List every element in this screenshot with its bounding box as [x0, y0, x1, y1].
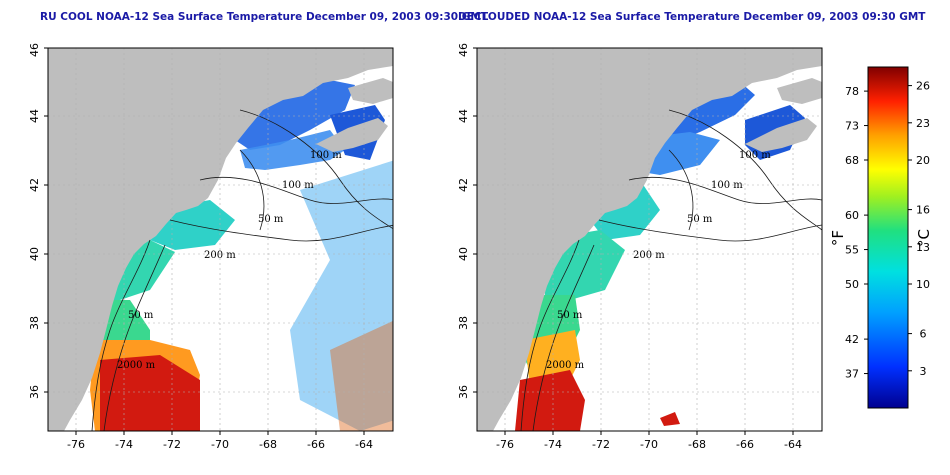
- left-lon-tick-70: -70: [211, 438, 229, 451]
- left-grid: [48, 48, 393, 431]
- right-lat-axis: 36 38 40 42 44 46: [457, 43, 477, 399]
- left-lat-tick-44: 44: [28, 109, 41, 123]
- right-lon-tick-68: -68: [688, 438, 706, 451]
- left-lat-tick-46: 46: [28, 43, 41, 57]
- right-lon-axis: -76 -74 -72 -70 -68 -66 -64: [496, 431, 802, 451]
- right-lat-tick-46: 46: [457, 43, 470, 57]
- celsius-tick-label: 16: [916, 204, 930, 217]
- right-lat-tick-42: 42: [457, 178, 470, 192]
- fahrenheit-tick-label: 73: [845, 120, 859, 133]
- celsius-tick-label: 6: [920, 328, 927, 341]
- fahrenheit-tick-label: 55: [845, 244, 859, 257]
- celsius-tick-label: 13: [916, 241, 930, 254]
- left-lat-tick-40: 40: [28, 247, 41, 261]
- left-lon-tick-74: -74: [115, 438, 133, 451]
- fahrenheit-tick-label: 50: [845, 278, 859, 291]
- colorbar: 26 78 23 73 20 68 16 60 13 55 10 50 6 42 3 37 °F °C: [829, 66, 933, 409]
- left-contour-label-50m-b: 50 m: [128, 310, 154, 321]
- left-contour-label-50m-a: 50 m: [258, 214, 284, 225]
- fahrenheit-tick-label: 78: [845, 85, 859, 98]
- right-map-title: DECLOUDED NOAA-12 Sea Surface Temperatur…: [458, 11, 926, 23]
- celsius-unit-label: °C: [915, 229, 933, 247]
- left-lat-axis: 36 38 40 42 44 46: [28, 43, 48, 399]
- right-contour-label-200m: 200 m: [633, 250, 665, 261]
- fahrenheit-tick-label: 42: [845, 333, 859, 346]
- right-lon-tick-64: -64: [784, 438, 802, 451]
- left-contour-label-200m: 200 m: [204, 250, 236, 261]
- right-lon-tick-76: -76: [496, 438, 514, 451]
- right-lat-tick-38: 38: [457, 316, 470, 330]
- right-grid: [477, 48, 822, 431]
- left-map-title: RU COOL NOAA-12 Sea Surface Temperature …: [40, 11, 488, 23]
- celsius-tick-label: 23: [916, 117, 930, 130]
- celsius-tick-label: 20: [916, 154, 930, 167]
- left-lon-tick-68: -68: [259, 438, 277, 451]
- right-lat-tick-36: 36: [457, 385, 470, 399]
- celsius-tick-label: 10: [916, 278, 930, 291]
- left-lat-tick-42: 42: [28, 178, 41, 192]
- right-lat-tick-44: 44: [457, 109, 470, 123]
- left-lon-tick-66: -66: [307, 438, 325, 451]
- left-contour-label-100m-a: 100 m: [310, 150, 342, 161]
- right-map: 100 m 100 m 50 m 200 m 50 m 2000 m: [477, 48, 822, 431]
- right-lat-tick-40: 40: [457, 247, 470, 261]
- colorbar-ticks: 26 78 23 73 20 68 16 60 13 55 10 50 6 42 3 37: [845, 80, 930, 381]
- fahrenheit-tick-label: 37: [845, 368, 859, 381]
- left-contour-label-2000m: 2000 m: [117, 360, 156, 371]
- right-lon-tick-66: -66: [736, 438, 754, 451]
- colorbar-gradient: [867, 66, 909, 409]
- celsius-tick-label: 3: [920, 365, 927, 378]
- right-contours: [520, 109, 822, 431]
- right-lon-tick-72: -72: [592, 438, 610, 451]
- left-map: 100 m 100 m 50 m 200 m 50 m 2000 m: [48, 48, 393, 431]
- left-lon-tick-64: -64: [355, 438, 373, 451]
- right-contour-label-100m-a: 100 m: [739, 150, 771, 161]
- fahrenheit-tick-label: 68: [845, 154, 859, 167]
- left-lat-tick-38: 38: [28, 316, 41, 330]
- celsius-tick-label: 26: [916, 80, 930, 93]
- left-lon-tick-72: -72: [163, 438, 181, 451]
- left-contour-label-100m-b: 100 m: [282, 180, 314, 191]
- left-lon-axis: -76 -74 -72 -70 -68 -66 -64: [67, 431, 373, 451]
- right-contour-label-50m-b: 50 m: [557, 310, 583, 321]
- fahrenheit-unit-label: °F: [829, 230, 847, 246]
- right-lon-tick-70: -70: [640, 438, 658, 451]
- right-lon-tick-74: -74: [544, 438, 562, 451]
- right-contour-label-2000m: 2000 m: [546, 360, 585, 371]
- left-lat-tick-36: 36: [28, 385, 41, 399]
- left-contours: [91, 109, 393, 431]
- left-lon-tick-76: -76: [67, 438, 85, 451]
- right-contour-label-50m-a: 50 m: [687, 214, 713, 225]
- right-contour-label-100m-b: 100 m: [711, 180, 743, 191]
- fahrenheit-tick-label: 60: [845, 209, 859, 222]
